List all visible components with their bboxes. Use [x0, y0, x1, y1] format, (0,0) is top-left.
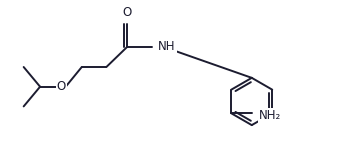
Text: O: O — [122, 6, 131, 19]
Text: NH: NH — [158, 40, 176, 53]
Text: NH₂: NH₂ — [259, 109, 281, 122]
Text: O: O — [57, 80, 66, 93]
